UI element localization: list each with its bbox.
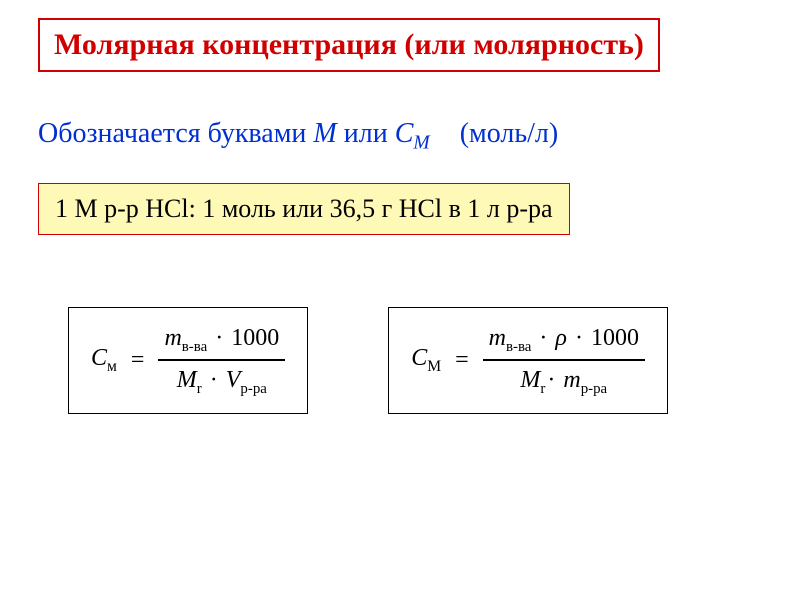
f2-eq: =	[451, 347, 473, 374]
example-box: 1 М р-р HCl: 1 моль или 36,5 г HCl в 1 л…	[38, 183, 570, 235]
f2-C: С	[411, 345, 427, 371]
f2-den-dot: ·	[545, 367, 563, 393]
title-box: Молярная концентрация (или молярность)	[38, 18, 660, 72]
unit-text: (моль/л)	[460, 118, 559, 150]
f1-num-m: m	[164, 325, 181, 351]
f1-C: С	[91, 345, 107, 371]
f2-den-m-sub: р-ра	[581, 381, 607, 397]
slide: Молярная концентрация (или молярность) О…	[0, 0, 800, 600]
f2-bar	[483, 359, 645, 361]
designation-prefix: Обозначается буквами	[38, 118, 313, 149]
formulas-row: См = mв-ва · 1000 Mr · Vр-ра СМ = mв-ва …	[38, 307, 762, 415]
f2-num-m: m	[489, 325, 506, 351]
example-text: 1 М р-р HCl: 1 моль или 36,5 г HCl в 1 л…	[55, 194, 553, 223]
f1-den-V-sub: р-ра	[240, 381, 266, 397]
designation-or: или	[337, 118, 395, 149]
formula-1: См = mв-ва · 1000 Mr · Vр-ра	[68, 307, 308, 415]
f2-num-rho: ρ	[555, 325, 567, 351]
f2-C-sub: М	[427, 358, 441, 375]
letter-c-sub: М	[413, 133, 429, 154]
f2-num-1000: 1000	[591, 325, 639, 351]
f1-fraction: mв-ва · 1000 Mr · Vр-ра	[158, 322, 285, 400]
f2-den: Mr· mр-ра	[514, 364, 613, 399]
f1-num-1000: 1000	[231, 325, 279, 351]
f2-num: mв-ва · ρ · 1000	[483, 322, 645, 357]
f1-den-V: V	[226, 367, 241, 393]
f2-fraction: mв-ва · ρ · 1000 Mr· mр-ра	[483, 322, 645, 400]
f1-bar	[158, 359, 285, 361]
f1-num: mв-ва · 1000	[158, 322, 285, 357]
f1-eq: =	[127, 347, 149, 374]
formula1-lhs: См	[91, 345, 117, 376]
f2-num-dot2: ·	[567, 325, 591, 351]
f1-den-Mr-sub: r	[197, 381, 202, 397]
f2-num-dot1: ·	[531, 325, 555, 351]
formula2-lhs: СМ	[411, 345, 441, 376]
f1-num-dot: ·	[207, 325, 231, 351]
title-text: Молярная концентрация (или молярность)	[54, 28, 644, 61]
f1-den-Mr: M	[177, 367, 197, 393]
f1-C-sub: м	[107, 358, 117, 375]
f1-num-m-sub: в-ва	[182, 338, 207, 354]
letter-c: С	[395, 118, 414, 149]
formula-2: СМ = mв-ва · ρ · 1000 Mr· mр-ра	[388, 307, 668, 415]
designation-text: Обозначается буквами М или СМ	[38, 118, 430, 155]
f1-den: Mr · Vр-ра	[171, 364, 273, 399]
f2-den-m: m	[563, 367, 580, 393]
letter-m: М	[313, 118, 336, 149]
f2-num-m-sub: в-ва	[506, 338, 531, 354]
f1-den-dot: ·	[202, 367, 226, 393]
designation-row: Обозначается буквами М или СМ (моль/л)	[38, 118, 762, 155]
f2-den-Mr: M	[520, 367, 540, 393]
